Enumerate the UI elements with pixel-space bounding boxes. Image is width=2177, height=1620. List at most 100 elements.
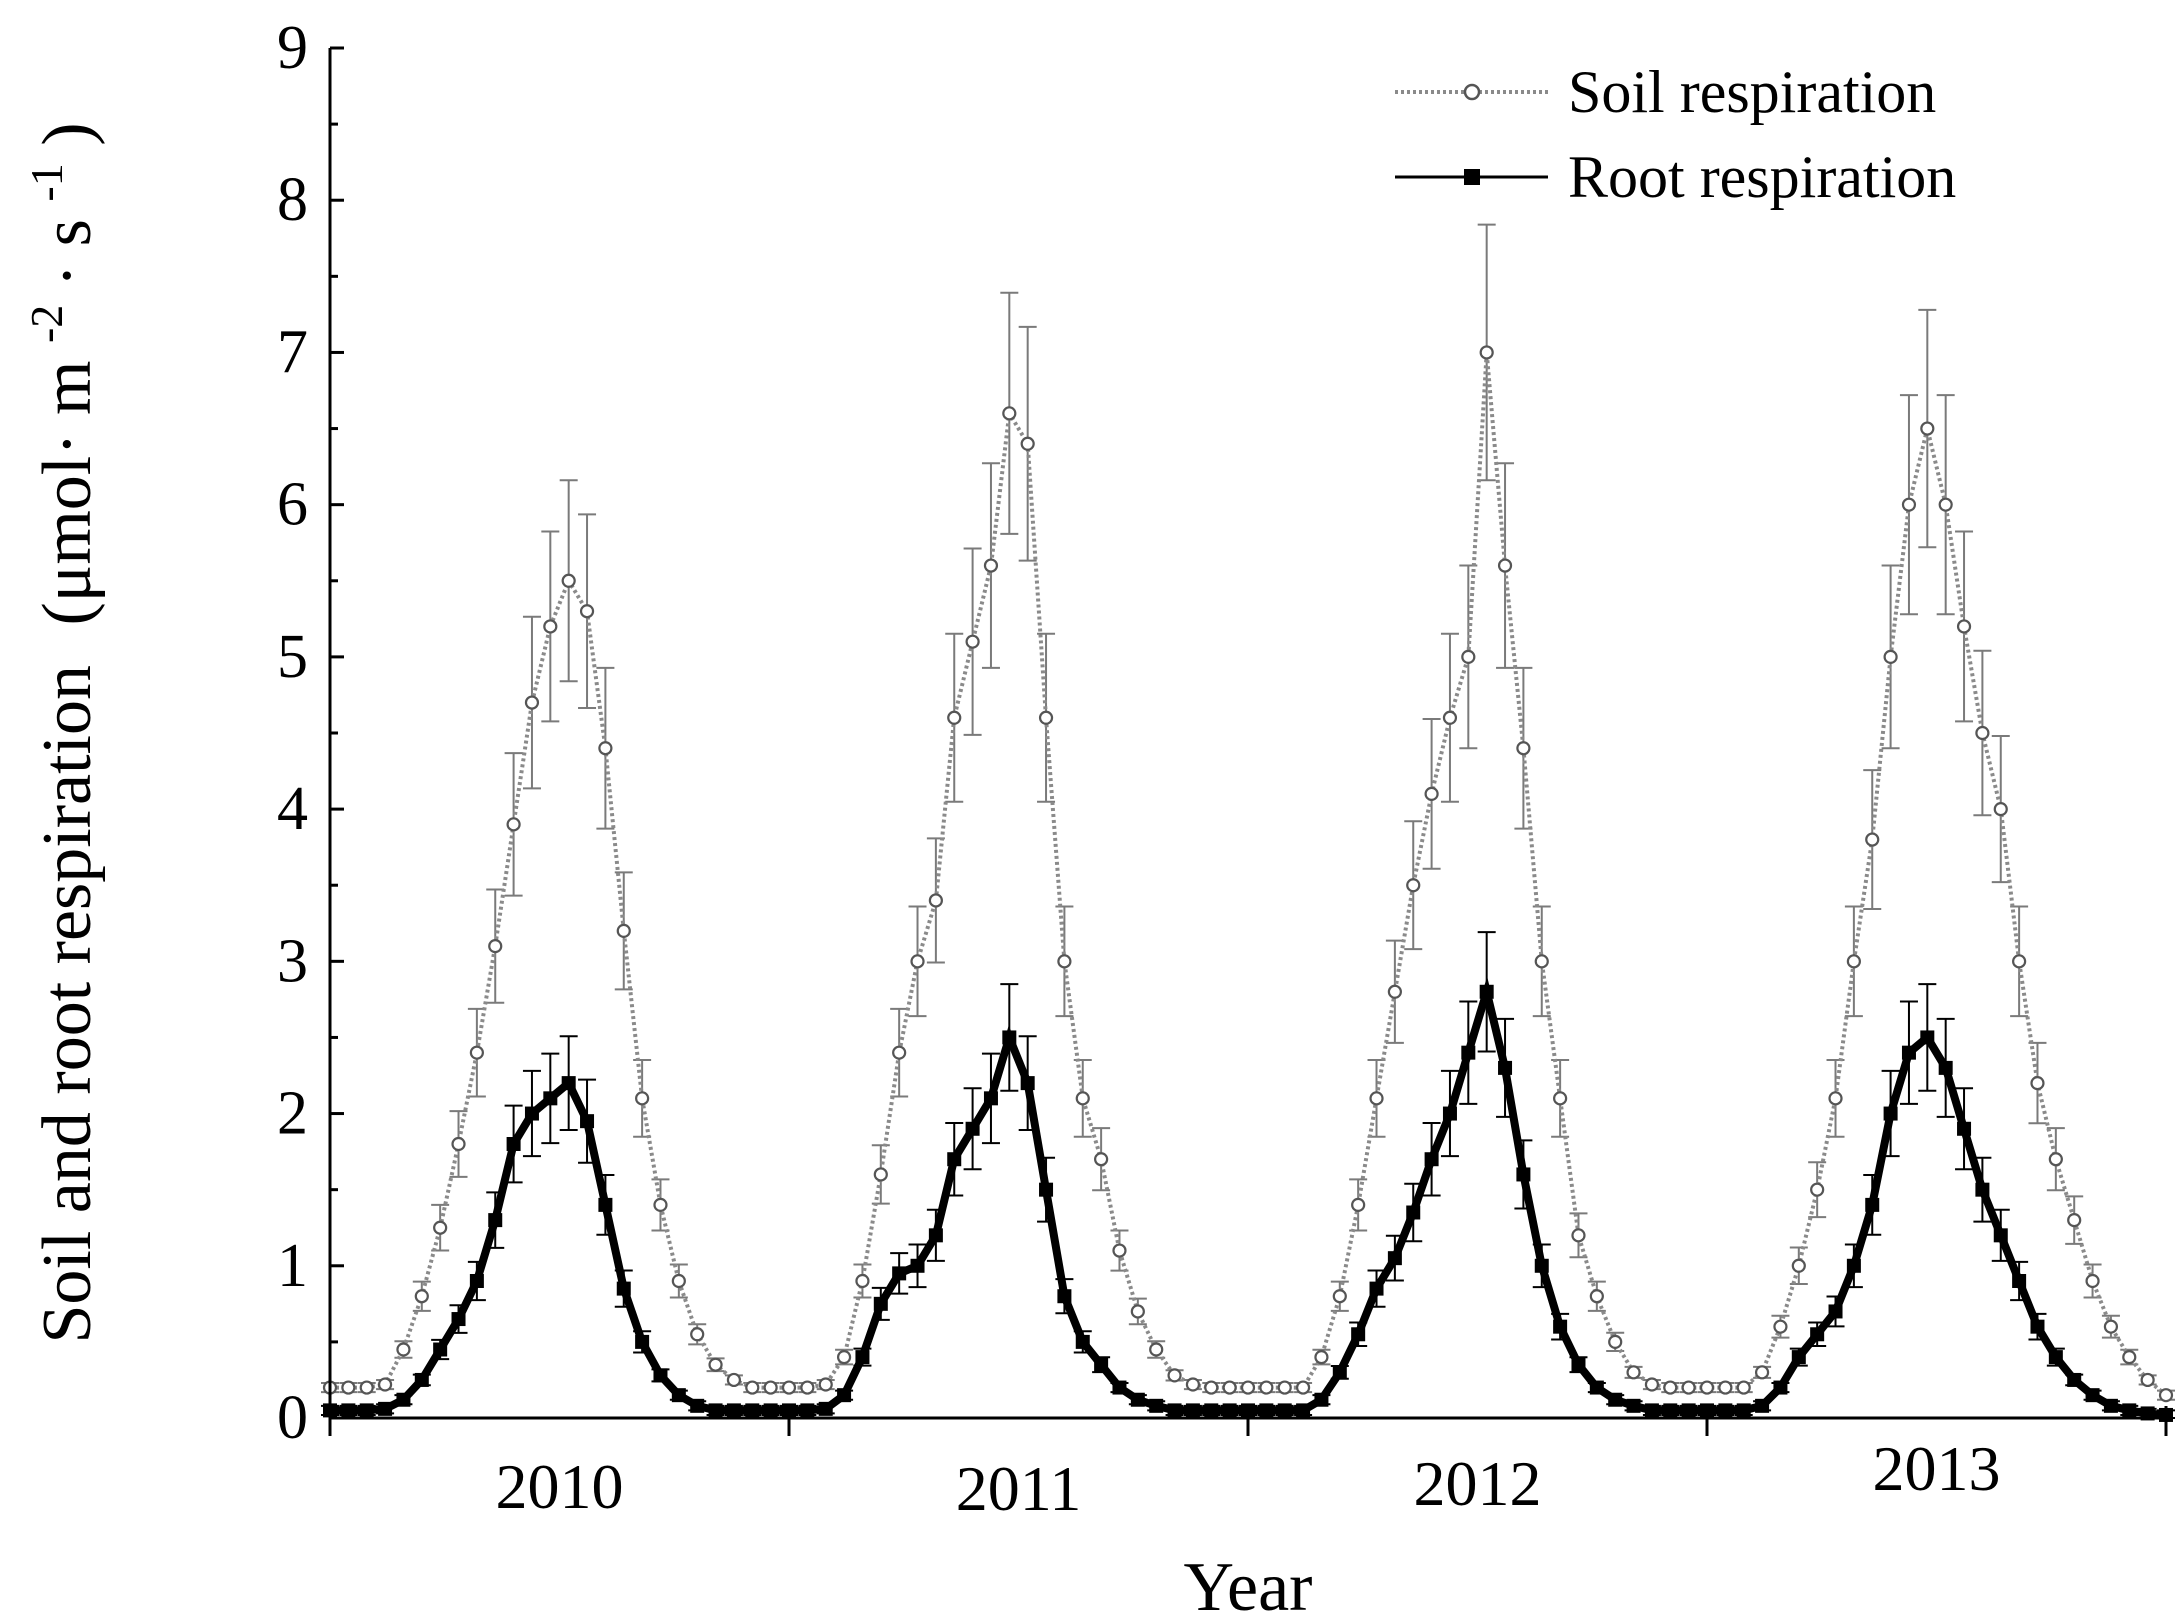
root-point (745, 1403, 760, 1418)
soil-point (653, 1197, 668, 1212)
soil-point (1259, 1380, 1274, 1395)
soil-point (1534, 954, 1549, 969)
root-point (1112, 1380, 1127, 1395)
y-axis-title-unit-open: (μmol· m (29, 361, 106, 626)
root-point (1534, 1258, 1549, 1273)
legend-soil-label: Soil respiration (1568, 59, 1936, 125)
soil-point (377, 1377, 393, 1392)
soil-point (928, 893, 943, 908)
soil-point (1075, 1091, 1090, 1106)
soil-point (1222, 1380, 1237, 1395)
root-point (616, 1281, 631, 1296)
soil-point (635, 1091, 650, 1106)
soil-point (1369, 1091, 1384, 1106)
soil-point (2103, 1319, 2119, 1334)
soil-point (1094, 1152, 1109, 1167)
y-tick-label: 6 (277, 471, 308, 539)
soil-point (1699, 1380, 1715, 1395)
soil-point (671, 1273, 686, 1289)
root-point (983, 1091, 998, 1106)
soil-point (1553, 1091, 1568, 1106)
root-point (1130, 1392, 1145, 1407)
soil-point (433, 1220, 448, 1235)
root-point (2067, 1372, 2082, 1387)
soil-point (1754, 1365, 1770, 1380)
root-point (671, 1388, 686, 1403)
root-point (506, 1137, 521, 1151)
root-point (1755, 1398, 1770, 1413)
root-point (947, 1152, 962, 1167)
soil-point (616, 923, 631, 938)
soil-point (781, 1380, 797, 1395)
root-markers (323, 984, 2173, 1422)
soil-point (836, 1350, 852, 1365)
root-point (1296, 1403, 1311, 1418)
root-point (1846, 1258, 1861, 1273)
root-point (837, 1388, 852, 1403)
y-tick-label: 3 (277, 927, 308, 995)
root-point (1938, 1060, 1953, 1075)
soil-point (469, 1045, 484, 1060)
root-point (1204, 1403, 1219, 1418)
root-point (1442, 1106, 1457, 1121)
soil-point (690, 1327, 705, 1342)
root-point (1901, 1045, 1916, 1060)
soil-point (414, 1289, 429, 1304)
root-point (1387, 1251, 1402, 1266)
soil-point (1002, 406, 1017, 421)
soil-point (1461, 649, 1476, 664)
soil-point (2140, 1372, 2155, 1388)
root-point (378, 1401, 393, 1416)
soil-point (1901, 497, 1917, 512)
soil-point (1240, 1380, 1256, 1395)
x-category-label: 2011 (956, 1453, 1082, 1524)
soil-point (359, 1380, 374, 1395)
root-point (451, 1312, 466, 1327)
root-point (653, 1368, 668, 1383)
soil-point (543, 619, 558, 634)
y-axis-title-unit-sup2: -1 (21, 163, 72, 201)
x-category-label: 2012 (1414, 1448, 1542, 1519)
soil-errorbars (321, 223, 2175, 1401)
soil-point (2030, 1076, 2045, 1091)
soil-point (1975, 725, 1990, 741)
soil-point (524, 695, 540, 710)
root-point (1663, 1403, 1678, 1418)
root-point (1608, 1392, 1623, 1407)
root-point (1571, 1357, 1586, 1372)
soil-point (800, 1380, 815, 1395)
root-point (1259, 1403, 1274, 1418)
soil-point (488, 939, 503, 954)
soil-point (1956, 619, 1972, 634)
root-point (359, 1403, 374, 1418)
root-point (2085, 1388, 2100, 1403)
legend-root-label: Root respiration (1568, 144, 1956, 210)
soil-point (1204, 1380, 1219, 1395)
soil-respiration-line (330, 352, 2168, 1397)
soil-point (1406, 878, 1421, 893)
soil-point (2067, 1213, 2082, 1228)
soil-point (396, 1342, 411, 1357)
soil-point (1608, 1334, 1623, 1349)
root-point (561, 1076, 576, 1091)
soil-point (763, 1380, 778, 1395)
root-point (1479, 984, 1494, 999)
root-point (580, 1114, 595, 1129)
soil-point (1497, 558, 1513, 573)
soil-point (1589, 1289, 1604, 1304)
root-point (800, 1403, 815, 1418)
root-point (433, 1342, 448, 1357)
root-point (1791, 1350, 1806, 1365)
root-point (1920, 1030, 1935, 1045)
soil-point (1828, 1091, 1843, 1106)
root-point (763, 1403, 778, 1418)
root-point (469, 1274, 484, 1288)
y-tick-label: 7 (277, 318, 308, 386)
root-point (1075, 1334, 1090, 1349)
root-point (598, 1197, 613, 1212)
root-point (928, 1228, 943, 1243)
root-point (1736, 1403, 1751, 1418)
soil-point (1865, 832, 1880, 847)
soil-point (506, 817, 521, 832)
soil-point (855, 1273, 870, 1289)
